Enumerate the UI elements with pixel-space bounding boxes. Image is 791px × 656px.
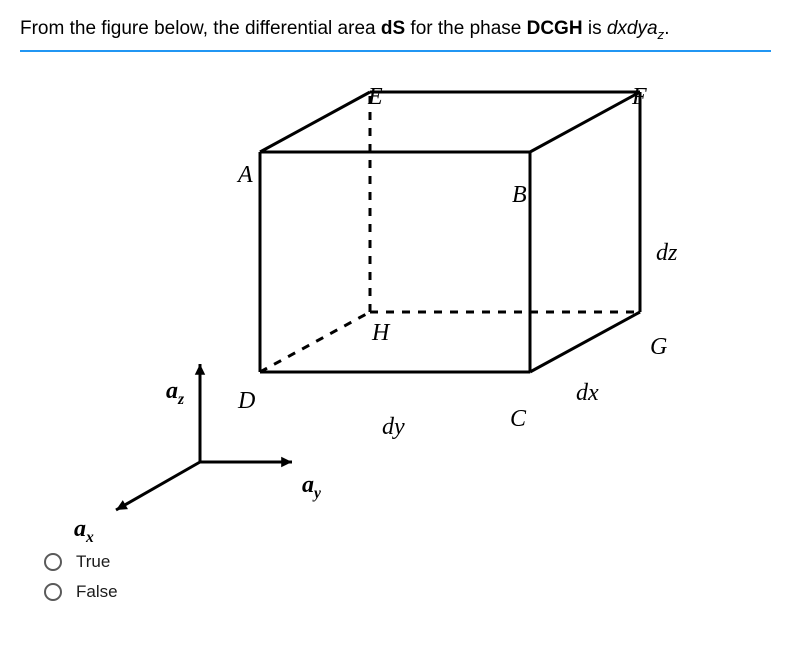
option-false[interactable]: False [44,582,771,602]
label-dx: dx [576,380,599,407]
option-false-label: False [76,582,118,602]
answer-options: True False [20,552,771,602]
option-true[interactable]: True [44,552,771,572]
q-prefix: From the figure below, the differential … [20,18,381,39]
label-ax: ax [74,516,94,547]
question-text: From the figure below, the differential … [20,16,771,52]
radio-icon [44,583,62,601]
label-ay: ay [302,472,321,503]
label-G: G [650,334,667,361]
label-dy: dy [382,414,405,441]
label-az: az [166,378,184,409]
label-A: A [238,162,253,189]
option-true-label: True [76,552,110,572]
q-suffix: . [664,18,669,39]
label-F: F [632,84,647,111]
label-C: C [510,406,526,433]
label-B: B [512,182,527,209]
label-E: E [368,84,383,111]
label-D: D [238,388,255,415]
q-is: is [583,18,607,39]
label-dz: dz [656,240,677,267]
q-mid: for the phase [405,18,526,39]
q-phase: DCGH [527,18,583,39]
label-H: H [372,320,389,347]
figure: A B C D E F G H dx dy dz az ay ax [20,62,770,542]
cube-svg [20,62,770,542]
q-ds: dS [381,18,405,39]
radio-icon [44,553,62,571]
q-expr: dxdya [607,18,658,39]
